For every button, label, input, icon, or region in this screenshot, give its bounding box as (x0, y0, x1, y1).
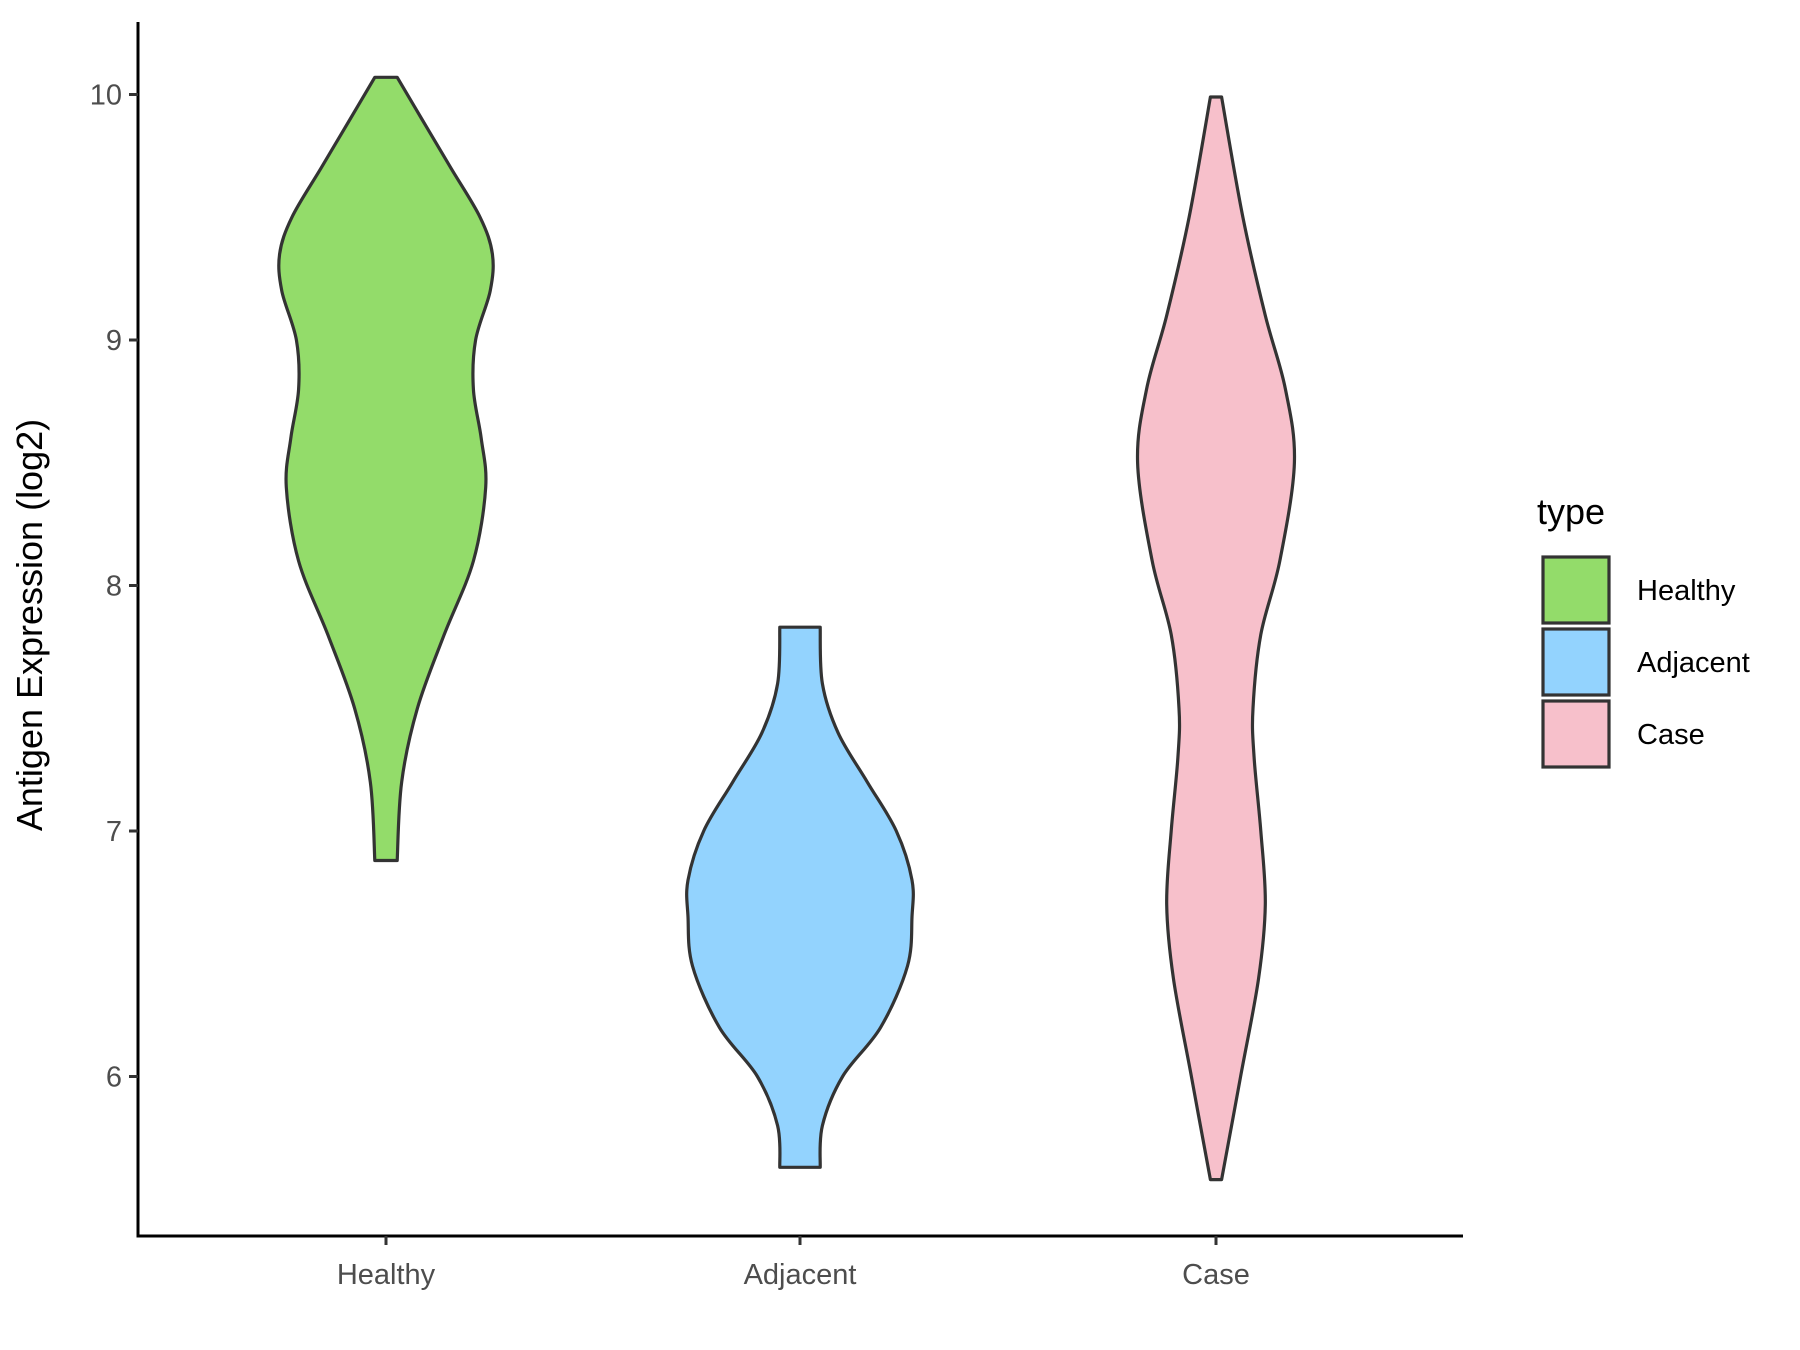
legend-label-healthy: Healthy (1637, 575, 1736, 607)
legend-swatch-adjacent (1541, 627, 1611, 697)
x-tick-label: Healthy (337, 1259, 436, 1291)
violin-layer (277, 75, 1297, 1182)
y-tick-label: 10 (90, 80, 122, 112)
y-tick-label: 7 (106, 816, 122, 848)
x-tick-label: Case (1182, 1259, 1250, 1291)
y-tick-label: 6 (106, 1062, 122, 1094)
violin-case (1135, 95, 1297, 1182)
y-tick-label: 9 (106, 325, 122, 357)
legend-label-adjacent: Adjacent (1637, 647, 1750, 679)
y-axis-title: Antigen Expression (log2) (9, 419, 50, 831)
legend: type Healthy Adjacent Case (1537, 491, 1750, 769)
y-tick-label: 8 (106, 571, 122, 603)
legend-swatch-case (1541, 699, 1611, 769)
legend-label-case: Case (1637, 719, 1705, 751)
axes: 6 7 8 9 10 Healthy Adjacent Case (90, 22, 1463, 1291)
legend-swatch-healthy (1541, 555, 1611, 625)
violin-adjacent (685, 625, 915, 1169)
legend-title: type (1537, 491, 1605, 532)
x-tick-label: Adjacent (744, 1259, 857, 1291)
legend-items: Healthy Adjacent Case (1541, 555, 1750, 769)
violin-healthy (277, 75, 495, 863)
